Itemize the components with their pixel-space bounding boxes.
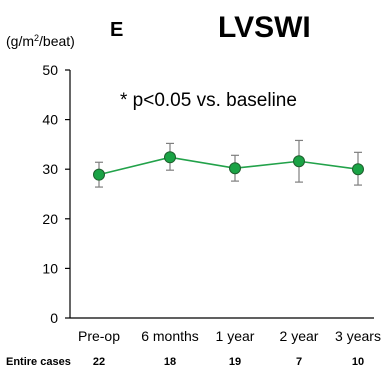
footer-count: 18	[164, 356, 176, 368]
footer-label: Entire cases	[6, 356, 71, 368]
y-axis-label-post: /beat)	[39, 33, 75, 49]
y-axis-label-pre: (g/m	[6, 33, 34, 49]
x-tick-label: 2 year	[280, 328, 319, 344]
chart-title: LVSWI	[218, 11, 311, 44]
error-bars	[95, 139, 362, 188]
y-axis-label-sup: 2	[34, 33, 39, 43]
data-point	[352, 163, 364, 176]
significance-annotation: * p<0.05 vs. baseline	[120, 90, 297, 111]
y-tick-label: 30	[42, 161, 58, 177]
footer-count: 10	[352, 356, 364, 368]
panel-letter: E	[110, 19, 123, 41]
y-tick-label: 20	[42, 211, 58, 227]
data-point	[93, 168, 105, 181]
data-point	[229, 162, 241, 175]
y-ticks: 0 10 20 30 40 50	[42, 62, 70, 326]
y-tick-label: 0	[50, 310, 58, 326]
x-ticks: Pre-op 6 months 1 year 2 year 3 years	[78, 328, 381, 344]
footer-values: 22 18 19 7 10	[93, 356, 364, 368]
x-tick-label: 1 year	[216, 328, 255, 344]
series-line	[98, 156, 359, 176]
footer-count: 22	[93, 356, 105, 368]
y-tick-label: 40	[42, 112, 58, 128]
series-markers	[93, 151, 364, 181]
x-tick-label: 6 months	[141, 328, 199, 344]
footer-count: 19	[229, 356, 241, 368]
y-tick-label: 50	[42, 62, 58, 78]
data-point	[293, 155, 305, 168]
footer-count: 7	[296, 356, 302, 368]
y-tick-label: 10	[42, 260, 58, 276]
x-tick-label: Pre-op	[78, 328, 120, 344]
y-axis-label: (g/m2/beat)	[6, 33, 75, 49]
data-point	[164, 151, 176, 164]
x-tick-label: 3 years	[335, 328, 381, 344]
